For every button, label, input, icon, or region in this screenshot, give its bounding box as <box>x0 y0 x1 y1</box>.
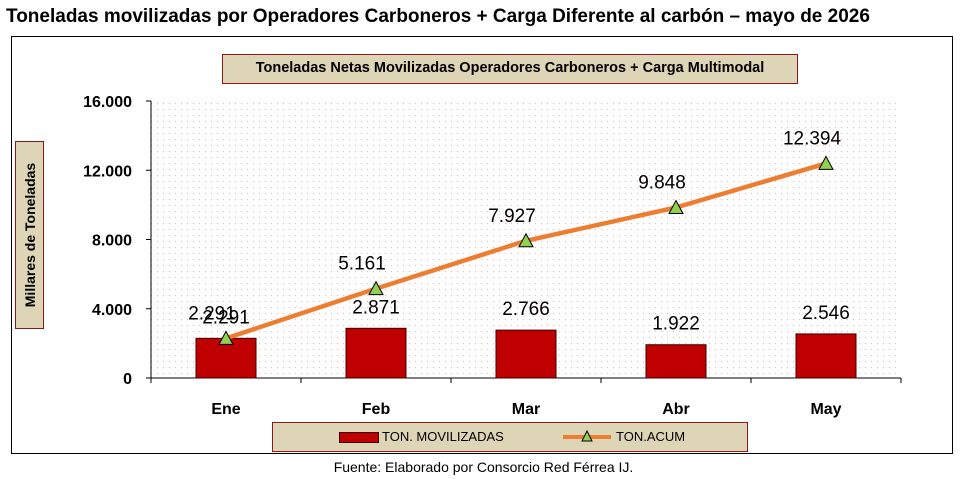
line-point <box>668 199 684 215</box>
legend-line-swatch <box>563 429 611 442</box>
bar <box>645 344 707 379</box>
chart-title: Toneladas Netas Movilizadas Operadores C… <box>222 54 798 84</box>
bar-data-label: 1.922 <box>652 314 700 335</box>
bar-data-label: 2.291 <box>202 307 250 328</box>
y-tick-label: 0 <box>123 371 132 388</box>
bar-data-label: 2.546 <box>802 303 850 324</box>
line-data-label: 9.848 <box>638 173 686 194</box>
line-data-label: 2.291 <box>188 303 236 324</box>
legend: TON. MOVILIZADAS TON.ACUM <box>272 422 748 452</box>
line-point <box>818 155 834 170</box>
x-tick-label: Ene <box>211 401 240 418</box>
bar <box>795 333 857 379</box>
main-title: Toneladas movilizadas por Operadores Car… <box>6 6 870 27</box>
line-point <box>518 232 534 248</box>
x-tick-label: Feb <box>362 401 391 418</box>
line-data-label: 12.394 <box>783 128 842 149</box>
y-tick-label: 8.000 <box>92 233 132 250</box>
bar-data-label: 2.871 <box>352 297 400 318</box>
bar <box>345 327 407 379</box>
y-axis-label-box: Millares de Toneladas <box>15 141 44 329</box>
y-tick-label: 16.000 <box>83 94 132 111</box>
source-note: Fuente: Elaborado por Consorcio Red Férr… <box>333 459 634 475</box>
x-tick-label: May <box>810 401 841 418</box>
legend-label-bar: TON. MOVILIZADAS <box>382 429 504 444</box>
bar <box>495 329 557 379</box>
line-data-label: 7.927 <box>488 206 536 227</box>
line-point <box>368 280 384 296</box>
legend-label-line: TON.ACUM <box>616 429 686 444</box>
line-data-label: 5.161 <box>338 254 386 275</box>
bar <box>195 337 257 379</box>
y-tick-label: 4.000 <box>92 302 132 319</box>
y-tick-label: 12.000 <box>83 163 132 180</box>
x-tick-label: Mar <box>512 401 540 418</box>
bar-data-label: 2.766 <box>502 299 550 320</box>
x-tick-label: Abr <box>662 401 690 418</box>
legend-bar-swatch <box>339 432 379 443</box>
line-point <box>218 330 234 345</box>
